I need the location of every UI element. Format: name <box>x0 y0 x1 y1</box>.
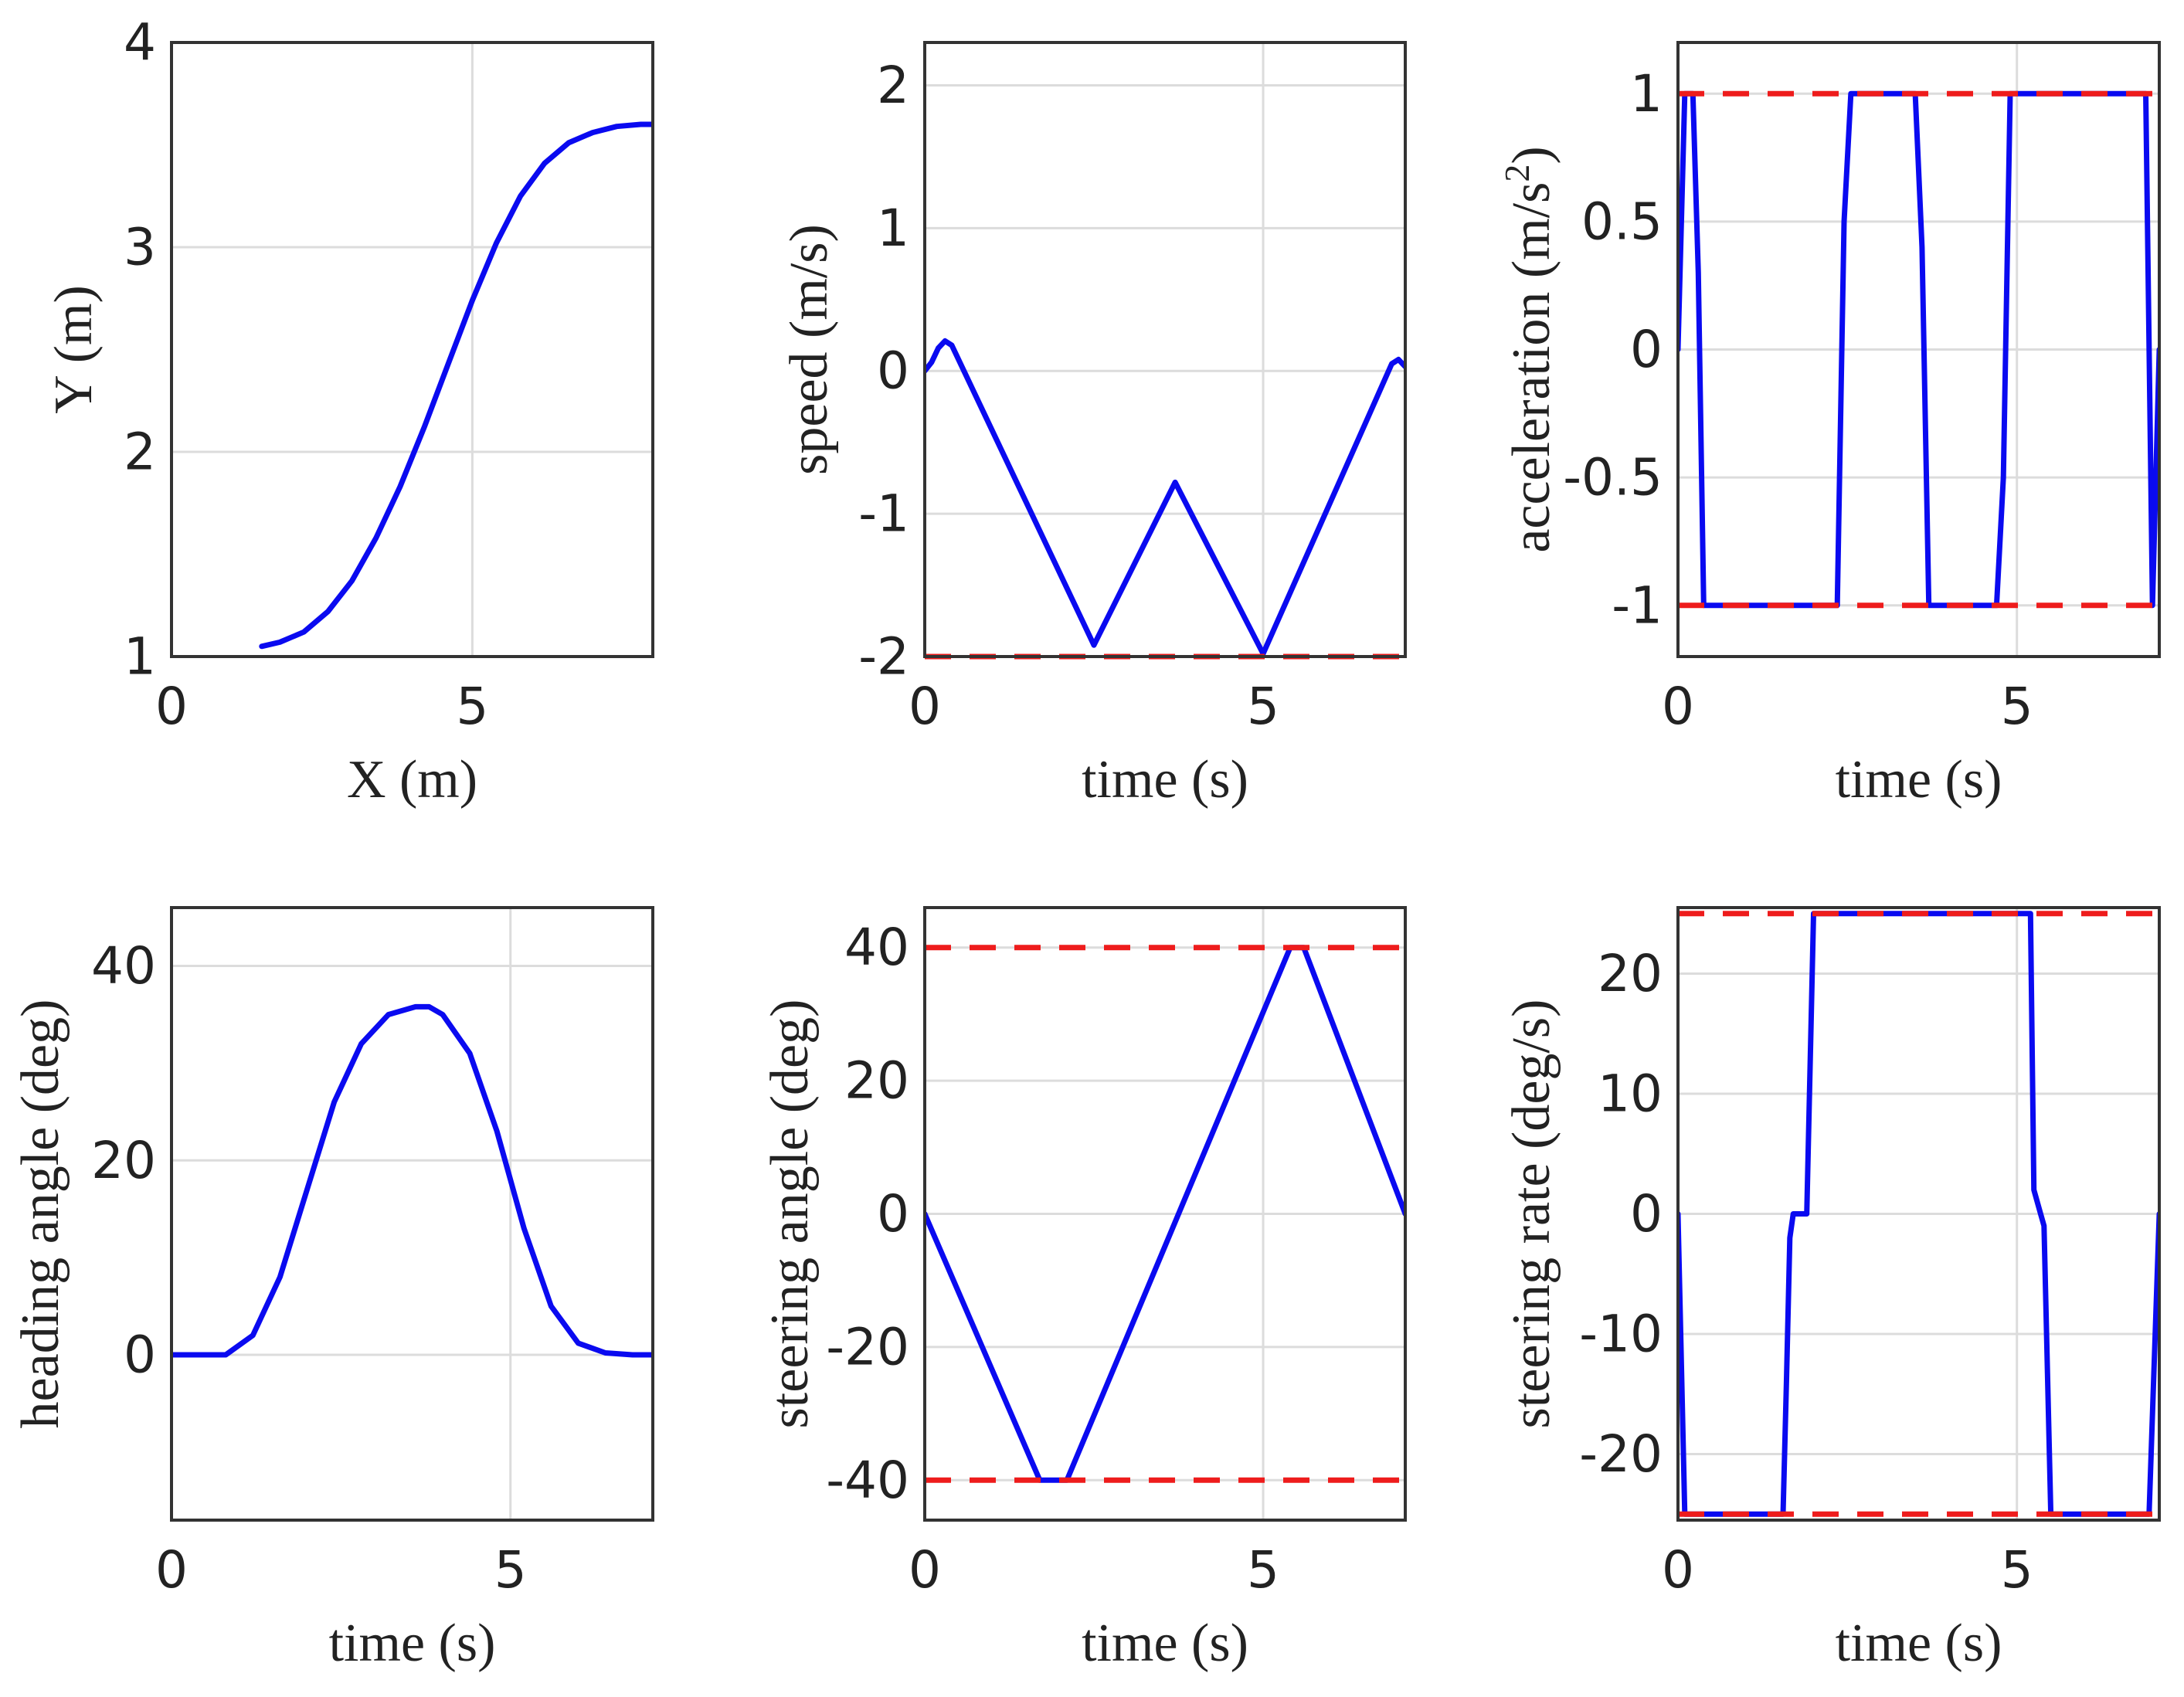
series-line <box>259 121 653 650</box>
x-tick-label: 0 <box>155 1540 188 1600</box>
y-tick-label: -0.5 <box>1563 448 1663 507</box>
panel-1: 0 5 1 2 3 4 X (m) Y (m) <box>44 13 654 809</box>
y-tick-label: 4 <box>124 13 156 73</box>
y-tick-label: -1 <box>858 484 909 544</box>
y-tick-label: 2 <box>124 423 156 482</box>
panel-2: 0 5 -2 -1 0 1 2 time (s) speed (m/s) <box>780 41 1407 809</box>
y-tick-label: 0 <box>1630 1184 1663 1244</box>
y-axis-label: heading angle (deg) <box>11 1000 70 1429</box>
y-tick-label: 20 <box>844 1051 909 1111</box>
y-tick-label: 2 <box>877 56 909 115</box>
y-tick-label: 1 <box>1630 64 1663 124</box>
x-tick-label: 0 <box>909 1540 941 1600</box>
x-axis-label: time (s) <box>1836 1614 2002 1673</box>
y-tick-label: 0 <box>877 341 909 401</box>
y-tick-label: 0 <box>877 1184 909 1244</box>
x-tick-label: 5 <box>2001 677 2033 736</box>
axes-frame <box>1676 41 2161 658</box>
panel-6: 0 5 -20 -10 0 10 20 time (s) steering rate (deg/… <box>1502 906 2161 1673</box>
y-tick-label: 3 <box>124 218 156 277</box>
x-axis-label: time (s) <box>1082 1614 1248 1673</box>
x-tick-label: 5 <box>1247 1540 1279 1600</box>
y-tick-label: 0.5 <box>1581 192 1663 251</box>
x-tick-label: 0 <box>155 677 188 736</box>
series-line <box>925 338 1405 657</box>
axes-frame <box>170 906 654 1522</box>
axes-frame <box>170 41 654 658</box>
y-tick-label: 40 <box>844 918 909 977</box>
y-axis-label: Y (m) <box>44 285 104 414</box>
series-line <box>925 945 1405 1483</box>
y-tick-label: -2 <box>858 627 909 687</box>
x-tick-label: 0 <box>1662 1540 1694 1600</box>
x-axis-label: X (m) <box>347 750 477 809</box>
axes-frame <box>923 41 1407 658</box>
y-tick-label: 1 <box>124 627 156 687</box>
x-axis-label: time (s) <box>329 1614 496 1673</box>
y-tick-label: -40 <box>826 1451 909 1510</box>
panel-3: 0 5 -1 -0.5 0 0.5 1 time (s) acceleration (m/s2) <box>1497 41 2161 809</box>
y-tick-label: 0 <box>1630 320 1663 379</box>
y-tick-label: 10 <box>1598 1064 1663 1124</box>
panel-4: 0 5 0 20 40 time (s) heading angle (deg) <box>11 906 654 1673</box>
y-tick-label: 20 <box>91 1131 156 1190</box>
x-axis-label: time (s) <box>1836 750 2002 809</box>
y-tick-label: -20 <box>826 1317 909 1376</box>
y-tick-label: 1 <box>877 199 909 258</box>
axes-frame <box>1676 906 2161 1522</box>
x-tick-label: 5 <box>1247 677 1279 736</box>
x-tick-label: 0 <box>909 677 941 736</box>
y-tick-label: 0 <box>124 1325 156 1385</box>
panel-5: 0 5 -40 -20 0 20 40 time (s) steering angle (deg… <box>760 906 1407 1673</box>
series-line <box>172 1003 653 1358</box>
y-axis-label: steering angle (deg) <box>760 1000 820 1429</box>
y-tick-label: -1 <box>1612 575 1663 635</box>
x-tick-label: 5 <box>494 1540 527 1600</box>
x-tick-label: 5 <box>456 677 488 736</box>
x-tick-label: 5 <box>2001 1540 2033 1600</box>
x-axis-label: time (s) <box>1082 750 1248 809</box>
y-tick-label: -10 <box>1579 1304 1663 1363</box>
y-tick-label: 40 <box>91 936 156 996</box>
axes-frame <box>923 906 1407 1522</box>
y-axis-label: acceleration (m/s2) <box>1497 146 1561 552</box>
y-axis-label: steering rate (deg/s) <box>1502 1000 1561 1429</box>
x-tick-label: 0 <box>1662 677 1694 736</box>
y-tick-label: 20 <box>1598 944 1663 1003</box>
y-axis-label: speed (m/s) <box>780 224 839 475</box>
y-tick-label: -20 <box>1579 1424 1663 1484</box>
